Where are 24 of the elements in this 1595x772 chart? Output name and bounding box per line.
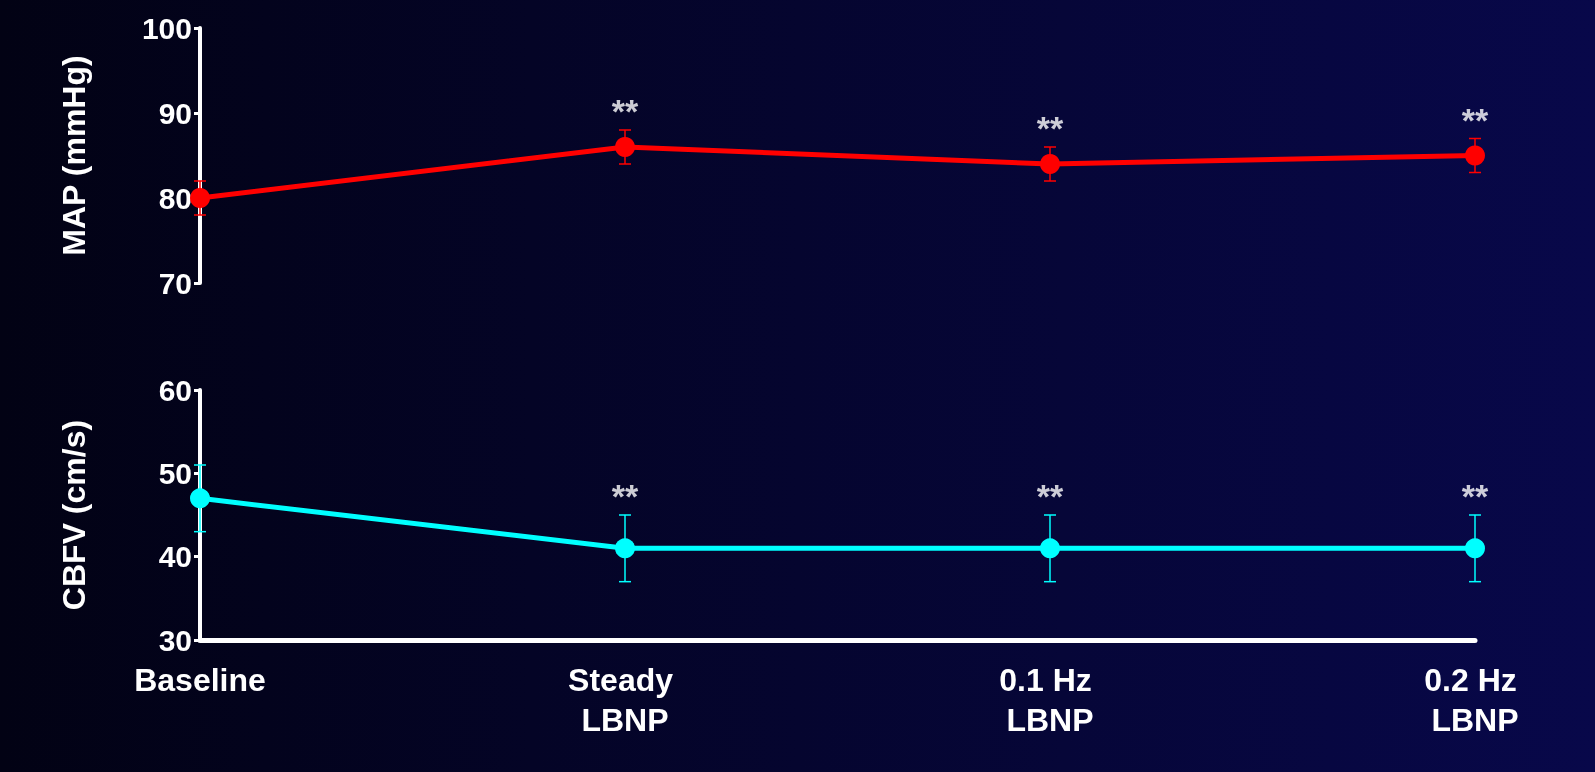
annotation: **	[611, 477, 639, 515]
annotation: **	[1036, 477, 1064, 515]
point	[1465, 145, 1485, 166]
y-tick-label: 60	[158, 373, 192, 407]
annotation: **	[1461, 477, 1489, 515]
x-tick-label: 0.2 Hz LBNP	[1424, 662, 1526, 738]
y-tick-label: 100	[141, 11, 192, 45]
y-tick-label: 50	[158, 456, 192, 490]
point	[615, 137, 635, 157]
y-axis-title: CBFV (cm/s)	[56, 419, 92, 611]
point	[190, 188, 210, 208]
y-axis-title: MAP (mmHg)	[56, 55, 92, 256]
x-tick-label: Baseline	[134, 662, 266, 698]
y-tick-label: 90	[158, 96, 192, 130]
annotation: **	[611, 92, 639, 130]
x-tick-label: Steady LBNP	[568, 662, 682, 738]
x-tick-label: 0.1 Hz LBNP	[999, 662, 1101, 738]
y-tick-label: 70	[158, 266, 192, 300]
y-tick-label: 30	[158, 623, 192, 657]
annotation: **	[1461, 100, 1489, 139]
y-tick-label: 40	[158, 540, 192, 574]
annotation: **	[1036, 109, 1064, 147]
y-tick-label: 80	[158, 181, 192, 215]
point	[1040, 154, 1060, 174]
